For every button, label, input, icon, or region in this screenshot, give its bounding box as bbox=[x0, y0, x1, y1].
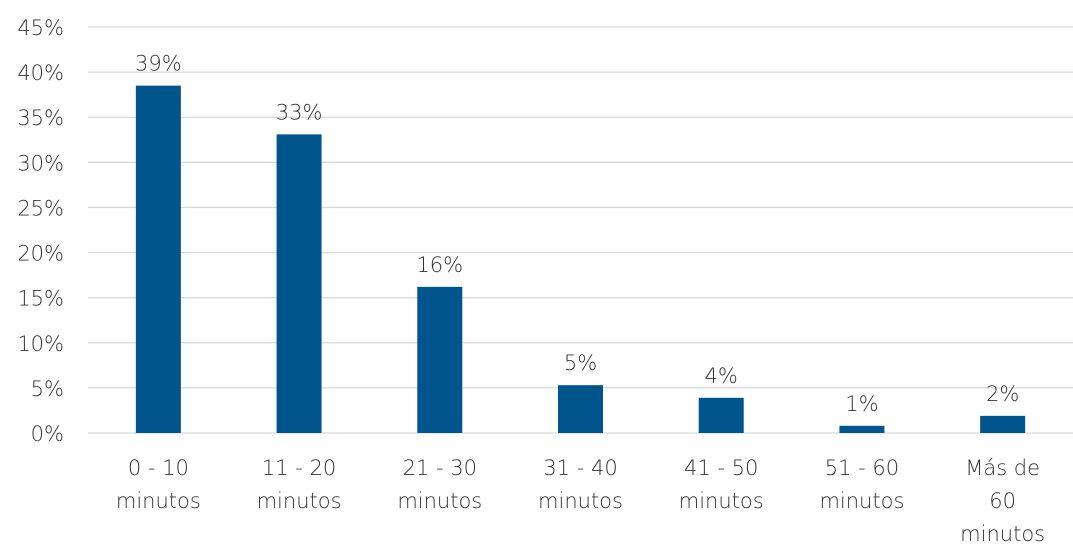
x-category-label: 31 - 40 bbox=[543, 456, 617, 480]
x-category-label: 0 - 10 bbox=[128, 456, 189, 480]
y-axis-ticks: 0% 5% 10% 15% 20% 25% 30% 35% 40% 45% bbox=[17, 16, 64, 446]
data-label: 2% bbox=[986, 382, 1019, 406]
data-label: 16% bbox=[416, 253, 463, 277]
x-category-label: minutos bbox=[538, 489, 623, 513]
y-tick-label: 45% bbox=[17, 16, 64, 40]
x-category-label: minutos bbox=[116, 489, 201, 513]
x-category-label: 51 - 60 bbox=[825, 456, 899, 480]
bar-0 bbox=[135, 85, 181, 434]
x-category-label: minutos bbox=[679, 489, 764, 513]
x-category-label: 11 - 20 bbox=[262, 456, 336, 480]
bars bbox=[135, 85, 1026, 434]
bar-6 bbox=[980, 415, 1026, 433]
y-tick-label: 20% bbox=[17, 242, 64, 266]
bar-1 bbox=[276, 134, 322, 433]
x-axis-categories: 0 - 10 minutos 11 - 20 minutos 21 - 30 minuto… bbox=[116, 456, 1045, 546]
bar-5 bbox=[839, 425, 885, 433]
y-tick-label: 30% bbox=[17, 151, 64, 175]
y-tick-label: 0% bbox=[31, 422, 64, 446]
data-label: 1% bbox=[845, 392, 878, 416]
x-category-label: minutos bbox=[397, 489, 482, 513]
y-tick-label: 40% bbox=[17, 61, 64, 85]
data-label: 39% bbox=[135, 52, 182, 76]
bar-2 bbox=[417, 286, 463, 433]
y-tick-label: 15% bbox=[17, 287, 64, 311]
x-category-label: 21 - 30 bbox=[403, 456, 477, 480]
x-category-label: 41 - 50 bbox=[684, 456, 758, 480]
x-category-label: minutos bbox=[960, 522, 1045, 546]
data-labels: 39% 33% 16% 5% 4% 1% 2% bbox=[135, 52, 1019, 416]
y-tick-label: 5% bbox=[31, 377, 64, 401]
data-label: 5% bbox=[564, 351, 597, 375]
data-label: 33% bbox=[276, 100, 323, 124]
y-tick-label: 10% bbox=[17, 332, 64, 356]
x-category-label: minutos bbox=[819, 489, 904, 513]
data-label: 4% bbox=[705, 364, 738, 388]
bar-3 bbox=[558, 385, 603, 433]
x-category-label: minutos bbox=[257, 489, 342, 513]
y-tick-label: 25% bbox=[17, 196, 64, 220]
y-tick-label: 35% bbox=[17, 106, 64, 130]
bar-4 bbox=[698, 397, 744, 433]
x-category-label: Más de bbox=[965, 456, 1040, 480]
gridlines bbox=[88, 26, 1073, 434]
x-category-label: 60 bbox=[989, 489, 1016, 513]
